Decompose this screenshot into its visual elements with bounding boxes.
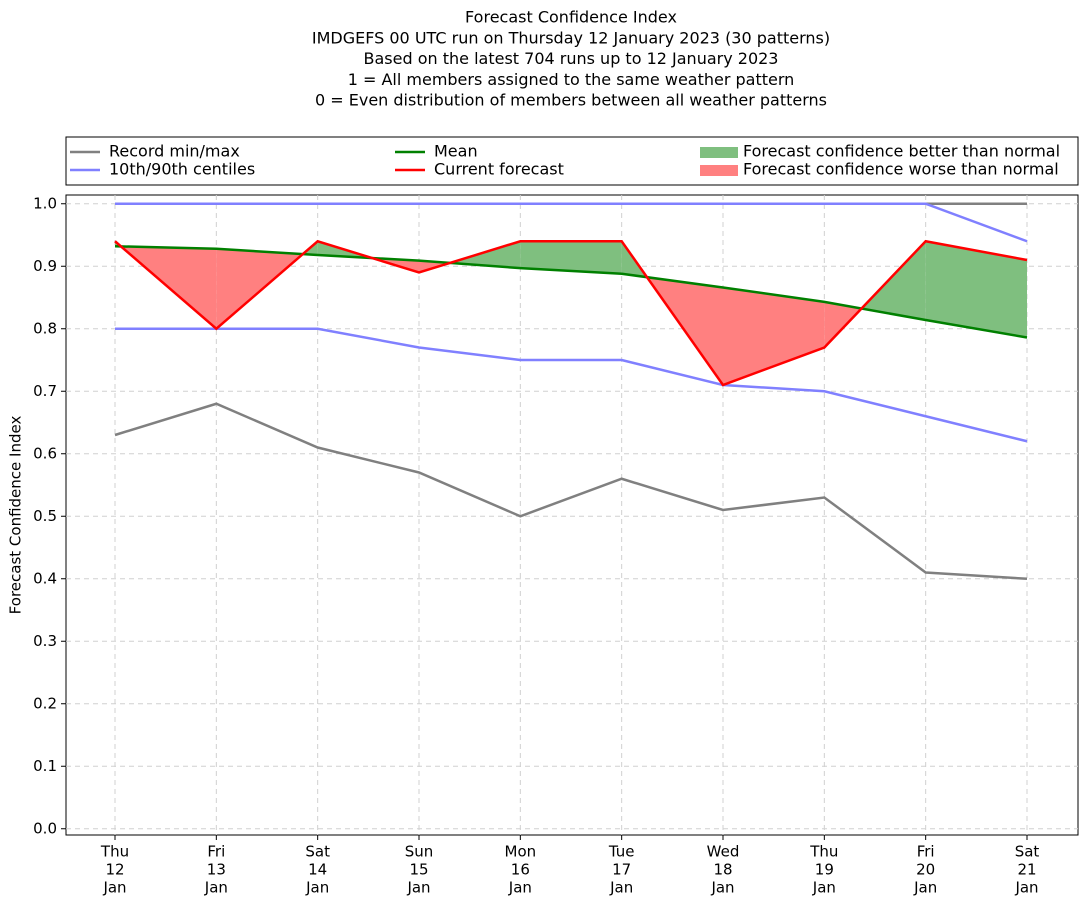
x-tick-label: Thu bbox=[809, 843, 838, 861]
x-tick-label: 13 bbox=[207, 861, 226, 879]
plot-frame bbox=[65, 194, 1079, 836]
confidence-fill bbox=[861, 241, 926, 320]
confidence-fill bbox=[925, 241, 1027, 338]
x-tick-label: Jan bbox=[406, 879, 430, 897]
y-tick-label: 0.5 bbox=[33, 507, 57, 525]
x-tick-label: Fri bbox=[207, 843, 225, 861]
legend-swatch bbox=[700, 147, 738, 158]
x-tick-label: Jan bbox=[508, 879, 532, 897]
series-line bbox=[114, 402, 1028, 580]
x-tick-label: 14 bbox=[308, 861, 327, 879]
x-tick-label: 18 bbox=[713, 861, 732, 879]
series-line bbox=[114, 239, 1028, 387]
x-tick-label: Mon bbox=[505, 843, 537, 861]
x-tick-label: Jan bbox=[1014, 879, 1038, 897]
x-tick-label: Sat bbox=[305, 843, 330, 861]
y-tick-label: 0.1 bbox=[33, 757, 57, 775]
x-tick-label: Wed bbox=[707, 843, 740, 861]
x-tick-label: 20 bbox=[916, 861, 935, 879]
y-tick-label: 0.7 bbox=[33, 382, 57, 400]
x-tick-label: Tue bbox=[608, 843, 635, 861]
x-tick-label: 19 bbox=[815, 861, 834, 879]
x-tick-label: 15 bbox=[409, 861, 428, 879]
x-tick-label: 16 bbox=[511, 861, 530, 879]
legend-label: Forecast confidence worse than normal bbox=[743, 160, 1059, 179]
x-tick-label: Jan bbox=[710, 879, 734, 897]
series-line bbox=[115, 327, 1028, 443]
legend-swatch bbox=[700, 165, 738, 176]
x-tick-label: 12 bbox=[105, 861, 124, 879]
y-tick-label: 0.8 bbox=[33, 319, 57, 337]
y-tick-label: 0.0 bbox=[33, 819, 57, 837]
y-axis-label: Forecast Confidence Index bbox=[7, 416, 25, 615]
chart-title: 1 = All members assigned to the same wea… bbox=[348, 70, 795, 89]
x-tick-label: Jan bbox=[609, 879, 633, 897]
x-tick-label: Jan bbox=[305, 879, 329, 897]
legend-label: Forecast confidence better than normal bbox=[743, 142, 1060, 161]
legend-box bbox=[65, 136, 1079, 186]
x-tick-label: Jan bbox=[102, 879, 126, 897]
x-tick-label: Jan bbox=[913, 879, 937, 897]
chart-title: Forecast Confidence Index bbox=[465, 8, 677, 27]
x-tick-label: Jan bbox=[204, 879, 228, 897]
chart-title: IMDGEFS 00 UTC run on Thursday 12 Januar… bbox=[312, 28, 830, 47]
y-tick-label: 0.9 bbox=[33, 257, 57, 275]
series-line bbox=[115, 202, 1028, 243]
x-tick-label: Thu bbox=[100, 843, 129, 861]
confidence-fill bbox=[520, 241, 622, 274]
legend-label: 10th/90th centiles bbox=[109, 160, 255, 179]
y-tick-label: 1.0 bbox=[33, 194, 57, 212]
legend-label: Record min/max bbox=[109, 142, 240, 161]
y-tick-label: 0.4 bbox=[33, 569, 57, 587]
x-tick-label: 17 bbox=[612, 861, 631, 879]
x-tick-label: Fri bbox=[917, 843, 935, 861]
x-tick-label: 21 bbox=[1017, 861, 1036, 879]
y-tick-label: 0.2 bbox=[33, 694, 57, 712]
x-tick-label: Jan bbox=[812, 879, 836, 897]
chart-title: Based on the latest 704 runs up to 12 Ja… bbox=[364, 49, 779, 68]
confidence-fill bbox=[723, 287, 825, 385]
chart-title: 0 = Even distribution of members between… bbox=[315, 91, 827, 110]
legend-label: Current forecast bbox=[434, 160, 564, 179]
x-tick-label: Sat bbox=[1015, 843, 1040, 861]
legend-label: Mean bbox=[434, 142, 478, 161]
y-tick-label: 0.6 bbox=[33, 444, 57, 462]
series-line bbox=[114, 245, 1028, 339]
x-tick-label: Sun bbox=[405, 843, 434, 861]
y-tick-label: 0.3 bbox=[33, 632, 57, 650]
